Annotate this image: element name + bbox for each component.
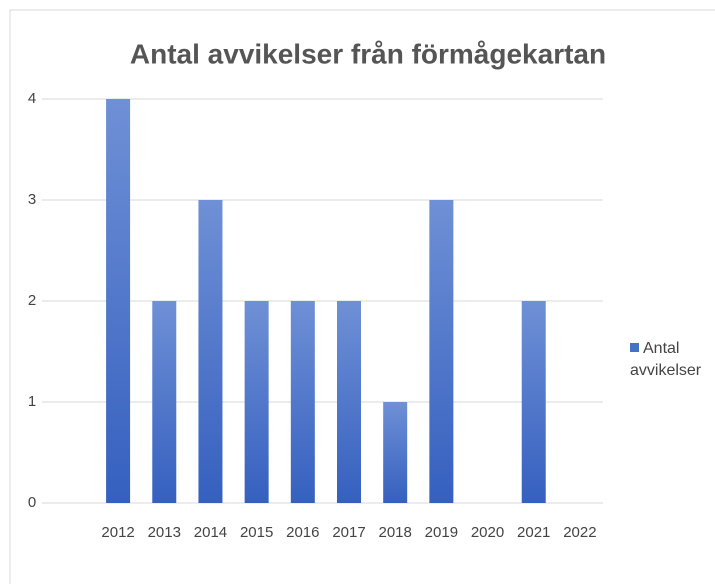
- x-tick-label: 2020: [471, 524, 504, 541]
- bar: [429, 200, 454, 503]
- bar: [383, 402, 408, 503]
- x-tick-label: 2019: [425, 524, 458, 541]
- x-tick-label: 2013: [148, 524, 181, 541]
- x-tick-label: 2022: [563, 524, 596, 541]
- y-tick-label: 1: [28, 393, 36, 410]
- x-tick-label: 2018: [378, 524, 411, 541]
- bar: [244, 301, 269, 503]
- y-tick-label: 0: [28, 494, 36, 511]
- x-tick-label: 2016: [286, 524, 319, 541]
- bar: [152, 301, 177, 503]
- bar: [106, 99, 131, 503]
- legend-label: Antal avvikelser: [630, 340, 702, 379]
- y-tick-label: 3: [28, 191, 36, 208]
- x-tick-label: 2021: [517, 524, 550, 541]
- chart-title: Antal avvikelser från förmågekartan: [130, 38, 606, 69]
- legend: Antal avvikelser: [630, 338, 710, 382]
- x-tick-label: 2012: [101, 524, 134, 541]
- x-tick-label: 2014: [194, 524, 227, 541]
- bar: [521, 301, 546, 503]
- chart-border: [9, 9, 715, 584]
- bar: [198, 200, 223, 503]
- y-tick-label: 4: [28, 90, 36, 107]
- x-tick-label: 2015: [240, 524, 273, 541]
- bar: [337, 301, 361, 503]
- x-tick-label: 2017: [332, 524, 365, 541]
- legend-swatch: [630, 343, 639, 352]
- bar: [290, 301, 315, 503]
- y-tick-label: 2: [28, 292, 36, 309]
